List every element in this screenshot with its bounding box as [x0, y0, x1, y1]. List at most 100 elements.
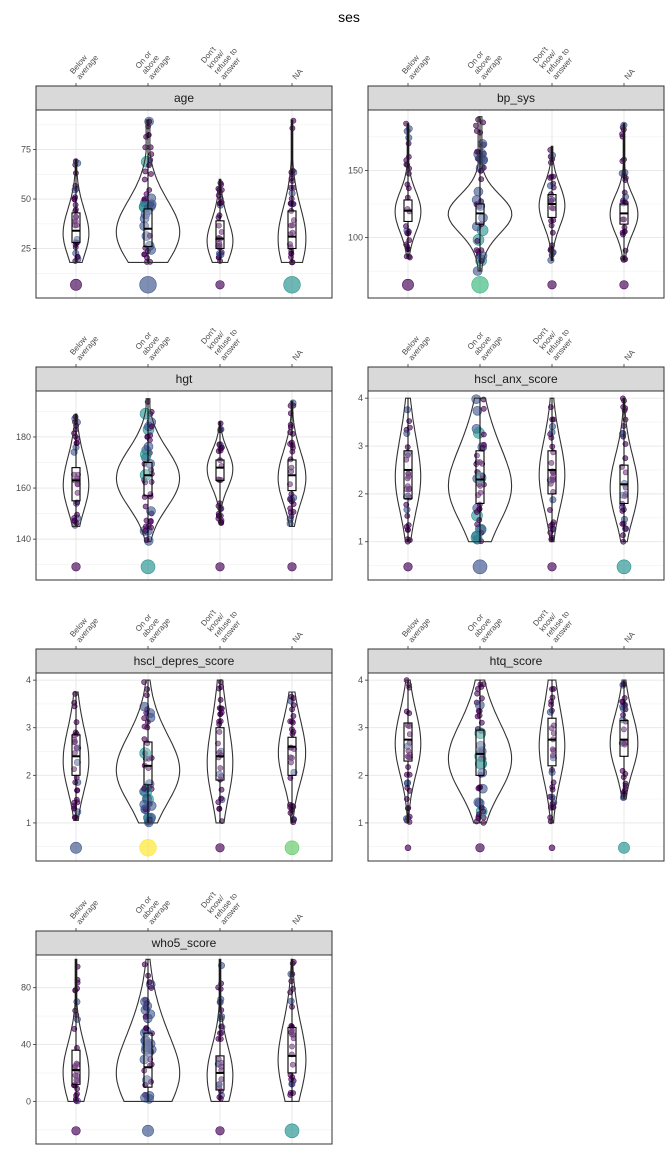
na-point: [139, 839, 157, 857]
data-point: [472, 405, 483, 416]
data-point: [217, 765, 224, 771]
data-point: [289, 229, 296, 236]
na-point: [139, 276, 157, 294]
facet-strip: [35, 85, 333, 111]
data-point: [142, 527, 149, 534]
data-point: [146, 506, 156, 516]
na-point: [142, 1124, 154, 1137]
facet-strip: [367, 648, 665, 674]
na-point: [287, 562, 297, 572]
data-point: [404, 513, 411, 519]
na-point: [616, 559, 632, 575]
data-point: [289, 755, 295, 761]
data-point: [143, 692, 150, 699]
x-category-label: NA: [623, 347, 637, 362]
data-point: [144, 724, 151, 731]
data-point: [73, 745, 80, 751]
box-iqr: [215, 220, 225, 250]
data-point: [140, 209, 151, 220]
data-point: [548, 434, 555, 441]
facet-strip-label: bp_sys: [497, 91, 535, 105]
na-point: [472, 559, 488, 575]
violin-outline: [394, 122, 422, 259]
box-iqr: [71, 1049, 81, 1085]
data-point: [142, 793, 152, 804]
data-point: [74, 440, 80, 446]
y-tick-label: 1: [358, 537, 363, 547]
data-point: [621, 228, 628, 235]
violin-outline: [447, 679, 513, 824]
data-point: [403, 506, 411, 514]
violin-outline: [62, 158, 90, 263]
x-category-label-line: NA: [291, 347, 305, 362]
data-point: [622, 193, 630, 201]
box-iqr: [547, 450, 557, 495]
violin-outline: [538, 679, 566, 824]
data-point: [404, 753, 411, 760]
violin-outline: [206, 958, 234, 1102]
violin-outline: [609, 397, 639, 543]
data-point: [479, 444, 486, 451]
plot-area: [368, 391, 664, 580]
data-point: [140, 1005, 151, 1015]
x-category-label-line: NA: [291, 629, 305, 644]
data-point: [476, 524, 486, 535]
box-iqr: [403, 722, 413, 762]
box-iqr: [287, 1026, 297, 1074]
panel-border: [35, 672, 333, 862]
data-point: [404, 784, 411, 791]
data-point: [620, 532, 626, 539]
data-point: [148, 423, 155, 430]
na-point: [70, 841, 82, 854]
data-point: [139, 747, 151, 760]
na-point: [618, 841, 630, 854]
data-point: [404, 452, 411, 459]
x-category-label-line: NA: [623, 66, 637, 81]
data-point: [145, 131, 152, 138]
data-point: [216, 805, 223, 812]
data-point: [73, 758, 81, 766]
violin-outline: [115, 398, 181, 543]
na-point: [215, 280, 225, 290]
violin-outline: [206, 178, 234, 263]
facet-strip-label: hscl_depres_score: [134, 654, 235, 668]
na-point: [284, 1123, 300, 1139]
x-category-label: NA: [291, 347, 305, 362]
y-tick-label: 3: [358, 723, 363, 733]
facet-strip: [367, 85, 665, 111]
violin-outline: [115, 119, 181, 263]
violin-outline: [206, 679, 234, 824]
y-tick-label: 2: [358, 770, 363, 780]
facet-strip-label: who5_score: [151, 936, 217, 950]
data-point: [474, 237, 481, 244]
data-point: [141, 785, 147, 792]
box-iqr: [143, 1032, 153, 1088]
data-point: [480, 119, 486, 126]
facet-strip-label: htq_score: [490, 654, 543, 668]
data-point: [474, 148, 480, 155]
data-point: [622, 771, 629, 777]
y-tick-label: 2: [358, 489, 363, 499]
facet-strip: [367, 366, 665, 392]
data-point: [549, 496, 557, 504]
data-point: [142, 144, 149, 151]
data-points: [403, 406, 413, 545]
data-point: [473, 509, 480, 515]
box-iqr: [475, 450, 485, 504]
data-point: [148, 524, 154, 531]
facet-strip: [35, 648, 333, 674]
na-point: [547, 562, 557, 572]
data-point: [141, 176, 148, 183]
plot-area: [36, 110, 332, 298]
violin-outline: [394, 397, 422, 543]
panel-border: [35, 390, 333, 581]
y-tick-label: 50: [21, 194, 31, 204]
